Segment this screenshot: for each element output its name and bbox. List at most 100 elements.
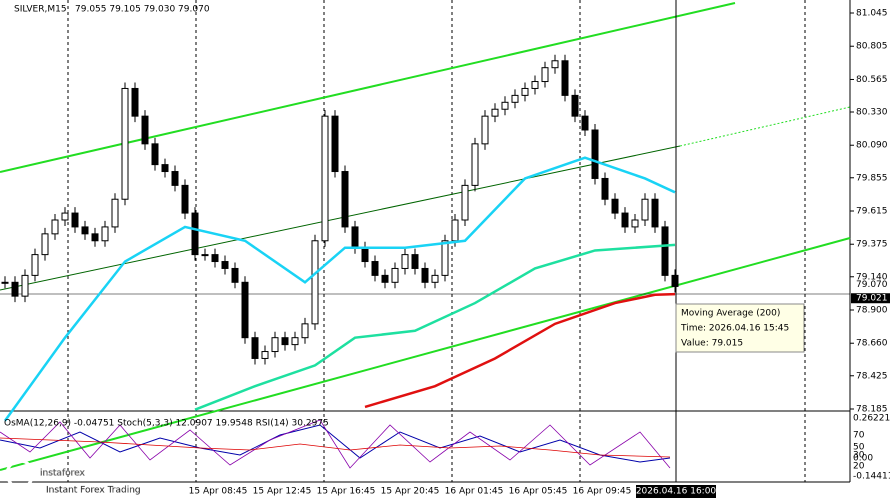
tooltip-time: Time: 2026.04.16 15:45 (680, 324, 789, 334)
indicator-values: OsMA(12,26,9) -0.04751 Stoch(5,3,3) 12.0… (4, 419, 329, 429)
candle (51, 219, 59, 235)
candle (361, 247, 369, 263)
osc-label: -0.14411 (853, 472, 890, 482)
candle (621, 212, 629, 228)
candle (131, 87, 139, 117)
symbol: SILVER,M15 (14, 5, 67, 15)
candle (441, 240, 449, 276)
candle (521, 87, 529, 96)
candle (31, 254, 39, 276)
price-label: 80.330 (856, 107, 888, 117)
candle (261, 351, 269, 359)
candle (671, 274, 679, 287)
candle (11, 281, 19, 297)
candle (81, 226, 89, 235)
candle (231, 267, 239, 283)
candle (151, 143, 159, 166)
oscillators (0, 419, 671, 469)
candle (371, 261, 379, 276)
time-current: 2026.04.16 16:00 (636, 487, 717, 497)
moving-average (194, 243, 676, 411)
candle (121, 87, 129, 200)
candle (471, 143, 479, 186)
moving-average (364, 292, 676, 409)
candle (191, 212, 199, 256)
current-price: 79.070 (856, 280, 888, 290)
candle (171, 171, 179, 186)
candle (491, 108, 499, 117)
candle (111, 198, 119, 228)
candle (571, 94, 579, 117)
candle (381, 274, 389, 283)
price-label: 78.185 (856, 404, 888, 414)
candle (211, 254, 219, 263)
candle (321, 115, 329, 242)
osc-label: 70 (853, 431, 865, 441)
candle (241, 281, 249, 339)
trend-mid (0, 145, 681, 291)
price-label: 80.565 (856, 75, 888, 85)
price-label: 80.805 (856, 42, 888, 52)
candle (311, 240, 319, 325)
candle (421, 267, 429, 283)
trend-ext (679, 106, 851, 147)
candle (101, 226, 109, 242)
candle (1, 281, 9, 284)
logo-brand: instaforex (40, 469, 85, 479)
candle (141, 115, 149, 145)
tooltip-value: Value: 79.015 (681, 339, 743, 349)
candle (561, 60, 569, 96)
candle (181, 184, 189, 214)
candle (91, 233, 99, 242)
price-box (851, 293, 890, 304)
price-label: 79.615 (856, 206, 888, 216)
candle (551, 60, 559, 69)
osc-label: 50 (853, 443, 865, 453)
ohlc: 79.055 79.105 79.030 79.070 (75, 5, 210, 15)
candle (351, 226, 359, 249)
price-label: 79.140 (856, 272, 888, 282)
candle (591, 129, 599, 179)
price-label: 78.900 (856, 305, 888, 315)
logo-slogan: Instant Forex Trading (46, 486, 141, 496)
time-highlight (636, 485, 716, 498)
price-label: 81.045 (856, 9, 888, 19)
candle (601, 177, 609, 200)
price-label: 80.090 (856, 141, 888, 151)
candle (341, 171, 349, 228)
candle (201, 254, 209, 257)
logo: instaforex Instant Forex Trading (5, 459, 141, 496)
price-label: 79.375 (856, 240, 888, 250)
candle (451, 219, 459, 242)
candle (631, 219, 639, 228)
candle (161, 164, 169, 173)
candle (331, 115, 339, 173)
osc-label: 0.26221 (853, 414, 890, 424)
price-label: 78.425 (856, 371, 888, 381)
candle (611, 198, 619, 214)
moving-average (3, 156, 676, 422)
candle (541, 67, 549, 83)
candle (291, 337, 299, 346)
time-label: 16 Apr 09:45 (573, 487, 632, 497)
time-label: 15 Apr 12:45 (253, 487, 312, 497)
osc-label: 20 (853, 462, 865, 472)
candle (21, 274, 29, 297)
candle (271, 337, 279, 353)
price-label: 79.855 (856, 173, 888, 183)
tooltip-name: Moving Average (200) (681, 309, 780, 319)
candle (531, 81, 539, 89)
current-price: 79.021 (856, 294, 888, 304)
candle (301, 323, 309, 339)
time-label: 15 Apr 08:45 (189, 487, 248, 497)
candle (41, 233, 49, 256)
candle (281, 337, 289, 346)
osc-label: 30 (853, 451, 865, 461)
time-label: 15 Apr 16:45 (317, 487, 376, 497)
candle (651, 198, 659, 228)
candle (581, 115, 589, 131)
candle (511, 94, 519, 103)
candle (661, 226, 669, 276)
candle (251, 337, 259, 359)
candle (481, 115, 489, 145)
